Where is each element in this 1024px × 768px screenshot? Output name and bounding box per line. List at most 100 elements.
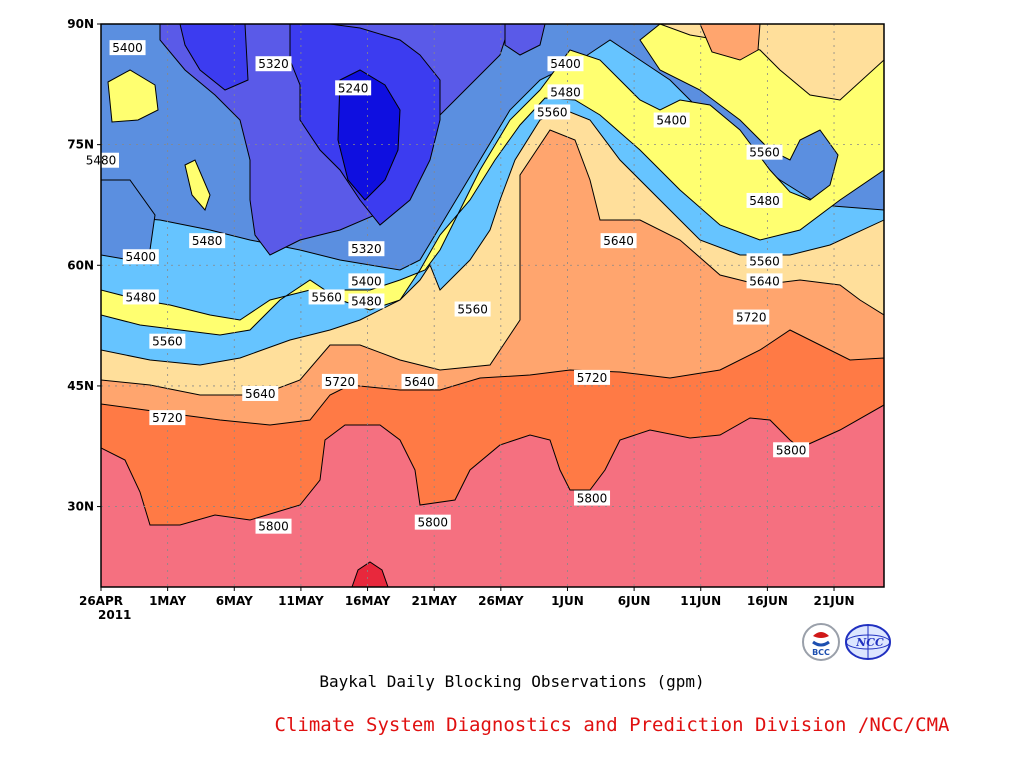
- cell-5400-top: [504, 24, 546, 56]
- contour-label: 5800: [577, 492, 608, 506]
- cell-5480-nw: [107, 69, 159, 123]
- contour-label: 5800: [776, 443, 807, 457]
- contour-label-bg: [149, 410, 186, 426]
- contour-label-bg: [746, 253, 783, 269]
- bcc-logo: BCC: [801, 622, 841, 666]
- contour-label-bg: [534, 104, 571, 120]
- contour-label-bg: [348, 273, 385, 289]
- contour-label: 5800: [418, 516, 449, 530]
- contour-label: 5560: [749, 146, 780, 160]
- contour-label-bg: [189, 233, 226, 249]
- contour-label-bg: [321, 373, 358, 389]
- credit-line: Climate System Diagnostics and Predictio…: [274, 714, 950, 736]
- contour-label-bg: [746, 144, 783, 160]
- contour-label-bg: [348, 241, 385, 257]
- contour-label: 5800: [258, 520, 289, 534]
- contour-label: 5640: [404, 375, 435, 389]
- x-tick-label: 26MAY: [478, 594, 524, 608]
- peak-cell: [351, 561, 389, 587]
- contour-label: 5560: [749, 254, 780, 268]
- cell-5240-low: [337, 69, 401, 201]
- x-tick-label: 26APR: [79, 594, 123, 608]
- cell-5320-top: [179, 24, 249, 91]
- axis-tick-layer: 90N 75N 60N 45N 30N 26APR 1MAY 6MAY 11MAY 16MAY 21…: [67, 17, 854, 622]
- contour-fill-layer: [101, 24, 884, 587]
- contour-label-bg: [773, 442, 810, 458]
- y-tick-label: 75N: [67, 138, 94, 152]
- x-tick-label: 21JUN: [814, 594, 855, 608]
- x-tick-label: 6MAY: [216, 594, 253, 608]
- ncc-logo: NCC: [844, 622, 892, 666]
- contour-label: 5480: [126, 290, 157, 304]
- x-tick-label: 16JUN: [747, 594, 788, 608]
- contour-label-bg: [574, 490, 611, 506]
- contour-label: 5720: [325, 375, 356, 389]
- contour-label-bg: [547, 56, 584, 72]
- contour-label: 5400: [656, 114, 687, 128]
- contour-label: 5240: [338, 81, 369, 95]
- contour-label-bg: [401, 373, 438, 389]
- cell-5640-ne: [659, 24, 884, 101]
- x-tick-label: 11JUN: [680, 594, 721, 608]
- contour-label: 5640: [749, 274, 780, 288]
- contour-label-bg: [308, 289, 345, 305]
- contour-label: 5720: [152, 411, 183, 425]
- contour-label-bg: [348, 293, 385, 309]
- contour-label: 5480: [351, 294, 382, 308]
- contour-label: 5320: [258, 57, 289, 71]
- contour-label-bg: [255, 518, 292, 534]
- contour-label-bg: [335, 80, 372, 96]
- contour-label-bg: [547, 84, 584, 100]
- y-tick-label: 30N: [67, 500, 94, 514]
- y-tick-label: 90N: [67, 17, 94, 31]
- contour-label-bg: [122, 249, 159, 265]
- contour-label: 5400: [351, 274, 382, 288]
- contour-label-bg: [653, 112, 690, 128]
- contour-label-bg: [746, 273, 783, 289]
- contour-label: 5480: [550, 85, 581, 99]
- x-tick-label: 1JUN: [551, 594, 584, 608]
- x-tick-label: 21MAY: [411, 594, 457, 608]
- contour-label-layer: 5400 5320 5240 5400 5480 5560 5400 5560 5480 5480…: [83, 40, 810, 534]
- contour-label: 5720: [736, 311, 767, 325]
- x-tick-label: 16MAY: [345, 594, 391, 608]
- contour-label-bg: [574, 369, 611, 385]
- bcc-logo-text: BCC: [812, 648, 830, 657]
- contour-label: 5560: [537, 105, 568, 119]
- contour-label: 5560: [311, 290, 342, 304]
- x-tick-label: 1MAY: [149, 594, 186, 608]
- contour-label-bg: [733, 309, 770, 325]
- x-tick-label: 6JUN: [618, 594, 651, 608]
- contour-label: 5400: [126, 250, 157, 264]
- y-tick-label: 60N: [67, 258, 94, 272]
- contour-label-bg: [242, 385, 279, 401]
- grid-layer: [101, 24, 884, 587]
- band-above-5880: [101, 404, 884, 587]
- contour-label: 5720: [577, 371, 608, 385]
- contour-label: 5560: [457, 303, 488, 317]
- cell-5720-ne: [699, 24, 761, 61]
- x-year-label: 2011: [98, 608, 131, 622]
- contour-label: 5480: [749, 194, 780, 208]
- contour-label: 5400: [550, 57, 581, 71]
- contour-label: 5400: [112, 41, 143, 55]
- contour-label: 5560: [152, 335, 183, 349]
- contour-label-bg: [746, 192, 783, 208]
- contour-label-bg: [255, 56, 292, 72]
- contour-label-bg: [454, 301, 491, 317]
- contour-label: 5480: [192, 234, 223, 248]
- contour-label: 5640: [603, 234, 634, 248]
- y-tick-label: 45N: [67, 379, 94, 393]
- contour-label-bg: [414, 514, 451, 530]
- contour-label: 5640: [245, 387, 276, 401]
- contour-label: 5320: [351, 242, 382, 256]
- ncc-logo-text: NCC: [855, 636, 884, 649]
- contour-label-bg: [122, 289, 159, 305]
- contour-label-bg: [600, 233, 637, 249]
- contour-label-bg: [109, 40, 146, 56]
- plot-frame: [100, 23, 885, 588]
- cell-5480-strip: [184, 159, 211, 211]
- chart-caption: Baykal Daily Blocking Observations (gpm): [319, 672, 705, 691]
- x-tick-label: 11MAY: [278, 594, 324, 608]
